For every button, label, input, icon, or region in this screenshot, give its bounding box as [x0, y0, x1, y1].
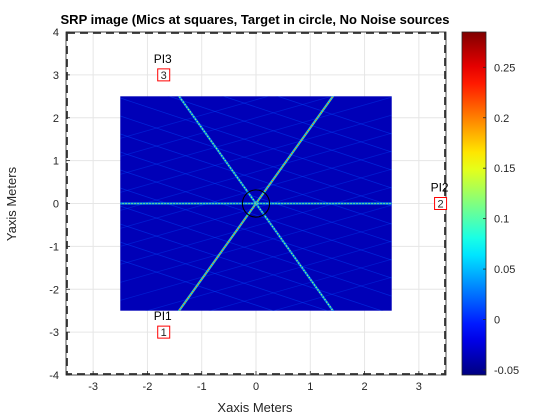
colorbar-gradient — [461, 31, 487, 376]
mic-number: 3 — [161, 70, 167, 82]
x-tick-label: 2 — [362, 381, 368, 393]
x-tick-label: -2 — [143, 381, 153, 393]
heatmap-texture — [120, 96, 392, 311]
y-tick-label: -4 — [49, 370, 59, 382]
colorbar-tick-label: -0.05 — [494, 365, 519, 377]
colorbar-tick-label: 0.2 — [494, 113, 509, 125]
x-tick-label: 3 — [416, 381, 422, 393]
heatmap-texture-line — [120, 151, 392, 243]
y-tick-label: -2 — [49, 284, 59, 296]
heatmap-texture-line — [120, 259, 275, 311]
x-tick-label: 0 — [253, 381, 259, 393]
colorbar: 0.25 0.2 0.15 0.1 0.05 0 -0.05 — [461, 31, 519, 377]
heatmap-texture-line — [120, 96, 270, 139]
x-tick-label: -1 — [197, 381, 207, 393]
y-tick-label: 2 — [53, 113, 59, 125]
ridge-lines — [120, 96, 392, 311]
heatmap-texture-line — [222, 96, 392, 153]
colorbar-tick-label: 0.05 — [494, 264, 515, 276]
heatmap-texture-line — [120, 97, 392, 189]
heatmap-texture-line — [120, 223, 383, 311]
colorbar-tick-label: 0.25 — [494, 62, 515, 74]
heatmap-texture-line — [209, 258, 392, 311]
heatmap-texture-line — [120, 168, 392, 247]
mic-name-label: PI3 — [154, 52, 172, 66]
heatmap-texture-line — [120, 186, 392, 265]
y-tick-label: 3 — [53, 70, 59, 82]
heatmap-texture-line — [120, 114, 392, 193]
y-tick-label: -3 — [49, 327, 59, 339]
heatmap-texture-line — [120, 204, 392, 283]
heatmap-texture-line — [120, 222, 392, 301]
y-tick-label: 1 — [53, 156, 59, 168]
heatmap-texture-line — [272, 276, 392, 311]
mic-name-label: PI1 — [154, 309, 172, 323]
heatmap-texture-line — [120, 133, 392, 225]
heatmap-texture-line — [168, 96, 392, 171]
heatmap-texture-line — [120, 169, 392, 261]
y-axis-label: Yaxis Meters — [4, 166, 19, 241]
heatmap-texture-line — [276, 96, 392, 135]
mic-number: 2 — [438, 199, 444, 211]
mic-number: 1 — [161, 327, 167, 339]
x-axis-label: Xaxis Meters — [217, 400, 293, 415]
mic-square — [157, 325, 171, 339]
target-circle — [241, 189, 271, 218]
heatmap-texture-line — [120, 132, 392, 211]
colorbar-tick-label: 0 — [494, 315, 500, 327]
x-tick-label: -3 — [88, 381, 98, 393]
mic-name-label: PI2 — [431, 181, 449, 195]
heatmap-texture-line — [120, 96, 333, 157]
heatmap-texture-line — [120, 96, 392, 175]
colorbar-tick-label: 0.1 — [494, 214, 509, 226]
heatmap-texture-line — [120, 205, 392, 297]
mic-square — [157, 68, 171, 82]
heatmap-texture-line — [120, 115, 392, 207]
tick-group: -3 -2 -1 0 1 2 3 -4 -3 -2 -1 0 1 2 3 4 — [49, 27, 422, 393]
y-tick-label: 0 — [53, 199, 59, 211]
y-tick-label: -1 — [49, 241, 59, 253]
x-tick-label: 1 — [307, 381, 313, 393]
colorbar-tick-label: 0.15 — [494, 163, 515, 175]
heatmap-texture-line — [145, 240, 392, 311]
y-tick-label: 4 — [53, 27, 59, 39]
chart-title: SRP image (Mics at squares, Target in ci… — [61, 12, 450, 27]
mic-square — [434, 197, 448, 210]
heatmap-texture-line — [120, 241, 329, 311]
